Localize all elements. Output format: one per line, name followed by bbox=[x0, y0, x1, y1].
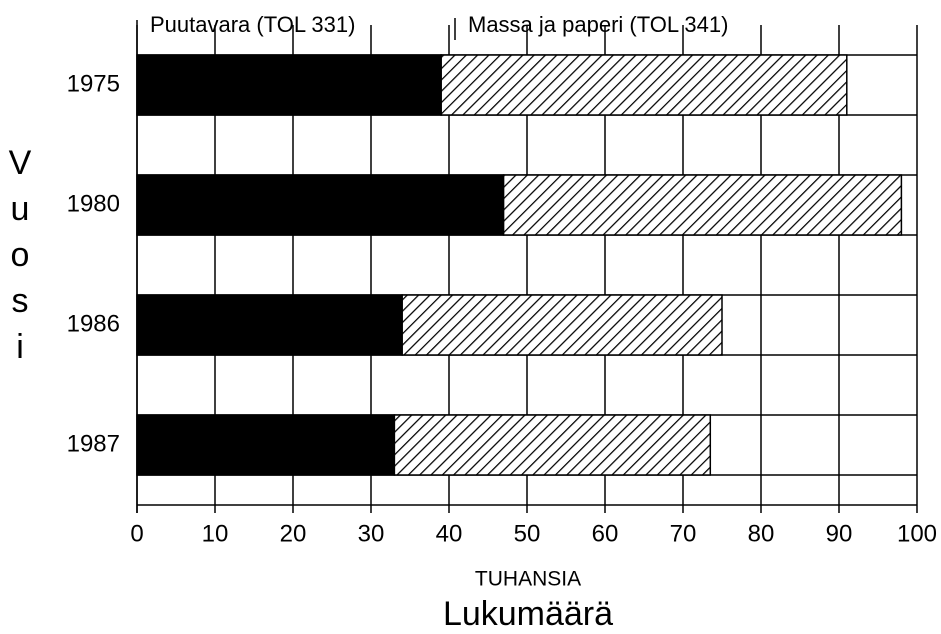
bar-segment bbox=[401, 294, 723, 356]
x-axis-unit: TUHANSIA bbox=[475, 568, 581, 591]
x-axis-label: Lukumäärä bbox=[443, 595, 613, 633]
x-tick-label: 10 bbox=[202, 520, 229, 547]
y-tick-label: 1987 bbox=[67, 430, 120, 457]
x-tick-label: 60 bbox=[592, 520, 619, 547]
x-tick-label: 50 bbox=[514, 520, 541, 547]
legend-label: Massa ja paperi (TOL 341) bbox=[468, 12, 728, 37]
bar-segment bbox=[393, 414, 712, 476]
legend-label: Puutavara (TOL 331) bbox=[150, 12, 355, 37]
bar-segment bbox=[136, 174, 505, 236]
y-tick-label: 1980 bbox=[67, 190, 120, 217]
x-tick-label: 100 bbox=[897, 520, 937, 547]
x-tick-label: 0 bbox=[130, 520, 143, 547]
bar-segment bbox=[440, 54, 848, 116]
bar-segment bbox=[136, 294, 403, 356]
x-tick-label: 40 bbox=[436, 520, 463, 547]
x-tick-label: 90 bbox=[826, 520, 853, 547]
bar-segment bbox=[502, 174, 903, 236]
bar-segment bbox=[136, 414, 396, 476]
y-tick-label: 1986 bbox=[67, 310, 120, 337]
x-tick-label: 20 bbox=[280, 520, 307, 547]
y-tick-label: 1975 bbox=[67, 70, 120, 97]
x-tick-label: 30 bbox=[358, 520, 385, 547]
x-tick-label: 80 bbox=[748, 520, 775, 547]
bar-segment bbox=[136, 54, 442, 116]
x-tick-label: 70 bbox=[670, 520, 697, 547]
